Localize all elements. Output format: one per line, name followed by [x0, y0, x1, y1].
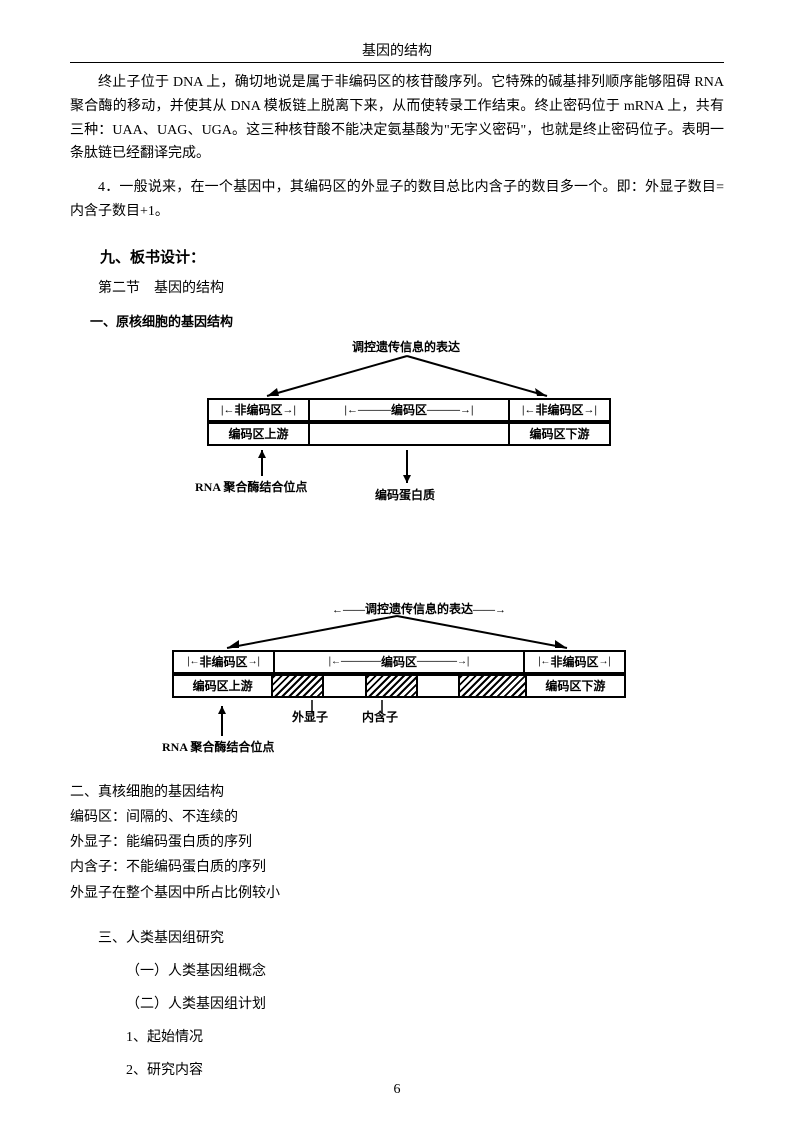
noncoding-left-label: 非编码区 — [234, 401, 282, 418]
section-3-block: 三、人类基因组研究 （一）人类基因组概念 （二）人类基因组计划 1、起始情况 2… — [70, 926, 724, 1084]
intron-label-2: 内含子 — [362, 708, 398, 725]
paragraph-1: 终止子位于 DNA 上，确切地说是属于非编码区的核苷酸序列。它特殊的碱基排列顺序… — [70, 71, 724, 166]
encode-protein-label-1: 编码蛋白质 — [375, 486, 435, 503]
upstream-label: 编码区上游 — [209, 424, 310, 444]
top-regulation-label-2: ←——调控遗传信息的表达——→ — [332, 600, 506, 617]
prokaryote-gene-diagram: 调控遗传信息的表达 |←非编码区→| |←———编码区———→| |←非编码区→… — [147, 338, 647, 508]
section-2-line-3: 内含子：不能编码蛋白质的序列 — [70, 855, 724, 880]
rna-binding-label-1: RNA 聚合酶结合位点 — [195, 478, 307, 495]
page-header: 基因的结构 — [70, 40, 724, 63]
section-9-subtitle: 第二节 基因的结构 — [70, 277, 724, 297]
diagram-1-title: 一、原核细胞的基因结构 — [90, 311, 724, 330]
section-3-item-3: 1、起始情况 — [70, 1025, 724, 1050]
section-2-title: 二、真核细胞的基因结构 — [70, 780, 724, 805]
coding-label: 编码区 — [391, 401, 427, 418]
noncoding-left-label-2: 非编码区 — [200, 653, 248, 670]
section-2-block: 二、真核细胞的基因结构 编码区：间隔的、不连续的 外显子：能编码蛋白质的序列 内… — [70, 780, 724, 906]
section-2-line-4: 外显子在整个基因中所占比例较小 — [70, 881, 724, 906]
exon-label-2: 外显子 — [292, 708, 328, 725]
noncoding-right-label-2: 非编码区 — [550, 653, 598, 670]
section-2-line-2: 外显子：能编码蛋白质的序列 — [70, 830, 724, 855]
section-3-item-1: （一）人类基因组概念 — [70, 959, 724, 984]
noncoding-right-label: 非编码区 — [535, 401, 583, 418]
downstream-label: 编码区下游 — [510, 424, 609, 444]
upstream-label-2: 编码区上游 — [174, 676, 273, 696]
rna-binding-label-2: RNA 聚合酶结合位点 — [162, 738, 274, 755]
downstream-label-2: 编码区下游 — [527, 676, 624, 696]
page-number: 6 — [0, 1082, 794, 1098]
section-3-title: 三、人类基因组研究 — [70, 926, 724, 951]
section-2-line-1: 编码区：间隔的、不连续的 — [70, 805, 724, 830]
section-3-item-4: 2、研究内容 — [70, 1058, 724, 1083]
coding-label-2: 编码区 — [381, 653, 417, 670]
paragraph-2: 4．一般说来，在一个基因中，其编码区的外显子的数目总比内含子的数目多一个。即：外… — [70, 176, 724, 224]
section-9-title: 九、板书设计： — [70, 246, 724, 267]
eukaryote-gene-diagram: ←——调控遗传信息的表达——→ |←非编码区→| |←————编码区————→|… — [127, 608, 667, 768]
section-3-item-2: （二）人类基因组计划 — [70, 992, 724, 1017]
